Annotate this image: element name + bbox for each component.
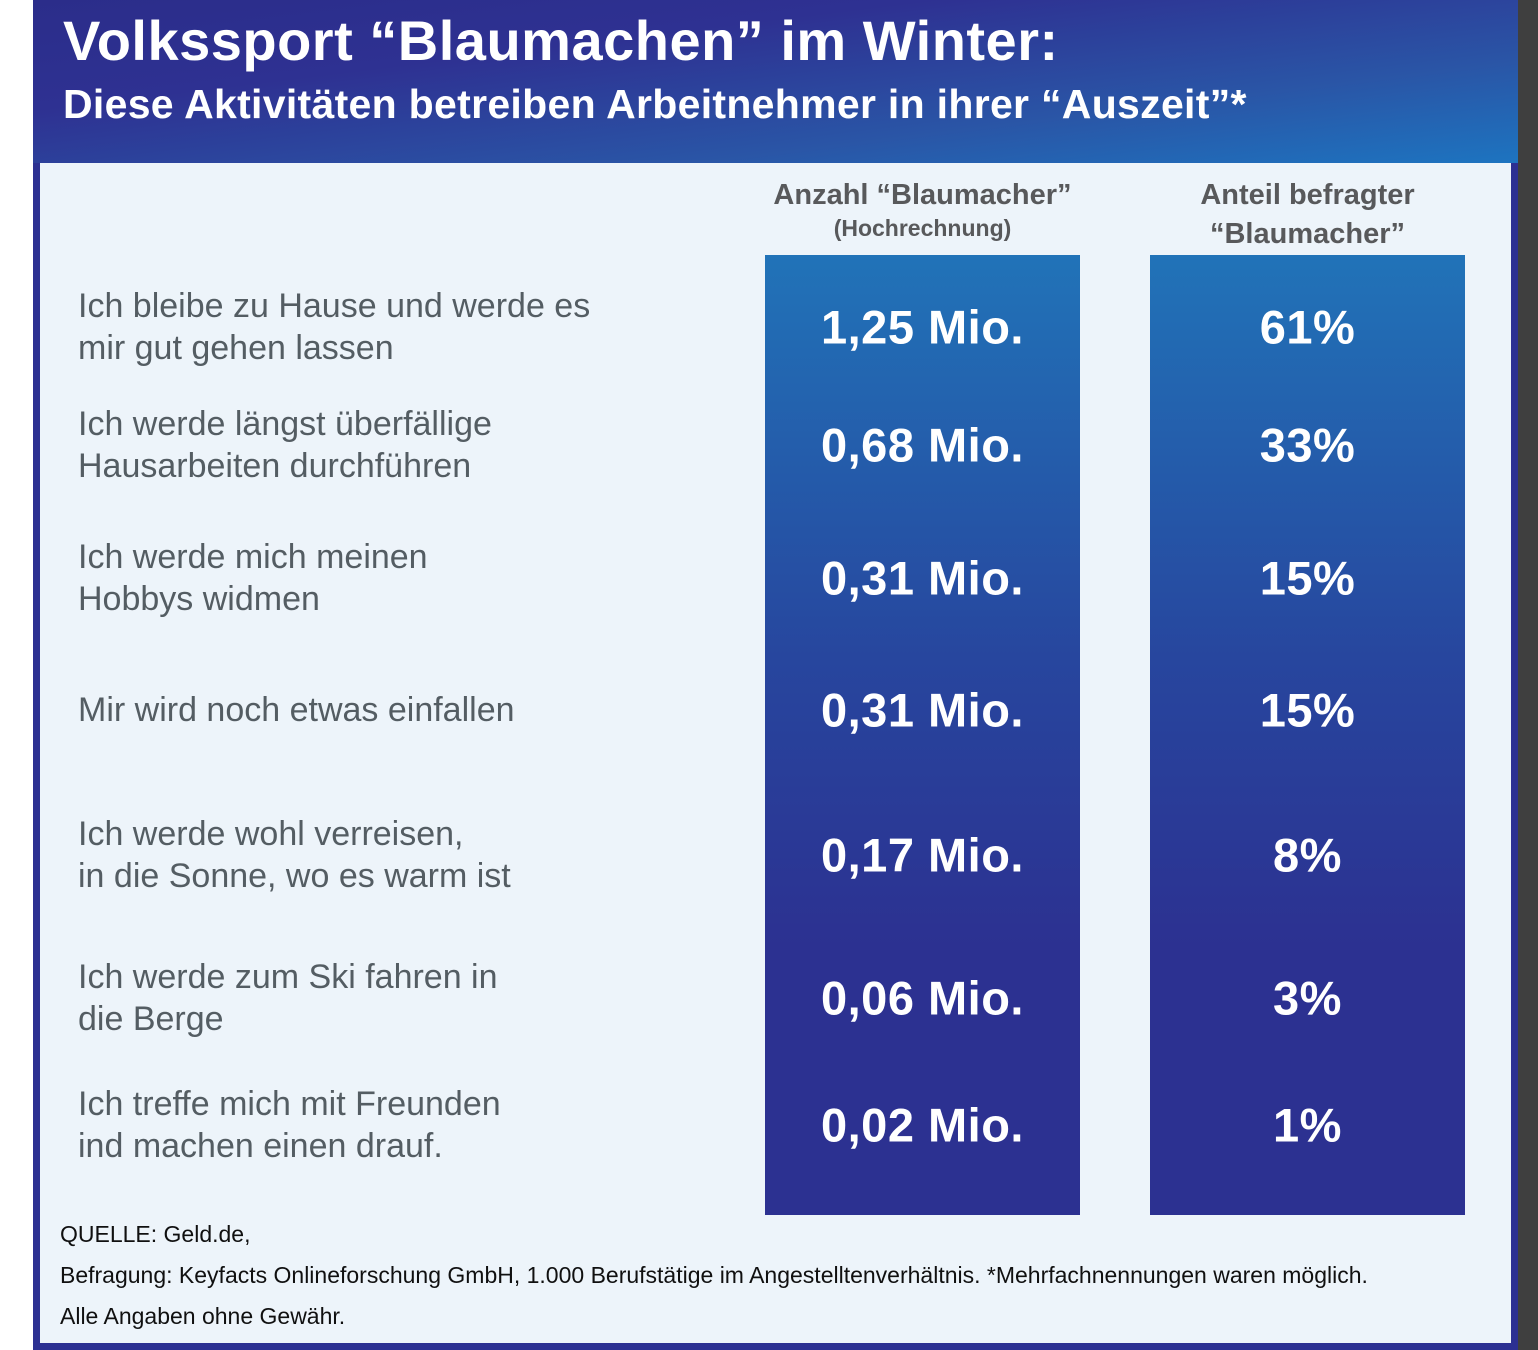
activity-label: Ich werde zum Ski fahren in die Berge xyxy=(78,957,498,1038)
column-header-anzahl-line1: Anzahl “Blaumacher” xyxy=(773,179,1072,211)
activity-label: Mir wird noch etwas einfallen xyxy=(78,690,515,729)
anteil-value: 3% xyxy=(1273,971,1342,1025)
column-header-anteil-line1: Anteil befragter xyxy=(1200,179,1415,211)
activity-label: Ich treffe mich mit Freunden ind machen … xyxy=(78,1084,501,1165)
content-panel: Anzahl “Blaumacher” (Hochrechnung) Antei… xyxy=(33,163,1518,1350)
anzahl-column-bar xyxy=(765,255,1080,1215)
source-line: QUELLE: Geld.de, xyxy=(60,1221,251,1247)
page-subtitle: Diese Aktivitäten betreiben Arbeitnehmer… xyxy=(63,80,1247,127)
anzahl-value: 0,17 Mio. xyxy=(820,828,1024,882)
right-edge-strip xyxy=(1518,0,1538,1350)
table-row: Mir wird noch etwas einfallen 0,31 Mio. … xyxy=(40,645,1511,775)
anzahl-value: 1,25 Mio. xyxy=(820,300,1024,354)
activity-label: Ich werde wohl verreisen, in die Sonne, … xyxy=(78,814,511,895)
column-header-anzahl: Anzahl “Blaumacher” (Hochrechnung) xyxy=(765,179,1080,242)
header-banner: Volkssport “Blaumachen” im Winter: Diese… xyxy=(33,0,1518,163)
anteil-value: 15% xyxy=(1259,683,1356,737)
activity-label: Ich werde mich meinen Hobbys widmen xyxy=(78,537,428,618)
table-row: Ich treffe mich mit Freunden ind machen … xyxy=(40,1060,1511,1190)
anteil-value: 1% xyxy=(1273,1098,1342,1152)
disclaimer-line: Alle Angaben ohne Gewähr. xyxy=(60,1303,346,1329)
table-row: Ich werde mich meinen Hobbys widmen 0,31… xyxy=(40,513,1511,643)
page-title: Volkssport “Blaumachen” im Winter: xyxy=(63,9,1059,72)
survey-line: Befragung: Keyfacts Onlineforschung GmbH… xyxy=(60,1262,1368,1288)
source-notes: QUELLE: Geld.de, Befragung: Keyfacts Onl… xyxy=(60,1221,1480,1344)
anzahl-value: 0,31 Mio. xyxy=(820,683,1024,737)
activity-label: Ich werde längst überfällige Hausarbeite… xyxy=(78,404,492,485)
anteil-value: 33% xyxy=(1259,418,1356,472)
anzahl-value: 0,02 Mio. xyxy=(820,1098,1024,1152)
anzahl-value: 0,31 Mio. xyxy=(820,551,1024,605)
anteil-value: 15% xyxy=(1259,551,1356,605)
column-header-anteil: Anteil befragter “Blaumacher” xyxy=(1150,179,1465,251)
anzahl-value: 0,06 Mio. xyxy=(820,971,1024,1025)
anteil-column-bar xyxy=(1150,255,1465,1215)
table-row: Ich werde wohl verreisen, in die Sonne, … xyxy=(40,790,1511,920)
table-row: Ich werde zum Ski fahren in die Berge 0,… xyxy=(40,933,1511,1063)
activity-label: Ich bleibe zu Hause und werde es mir gut… xyxy=(78,286,591,367)
anteil-value: 8% xyxy=(1273,828,1342,882)
column-header-anteil-line2: “Blaumacher” xyxy=(1209,218,1405,250)
table-row: Ich bleibe zu Hause und werde es mir gut… xyxy=(40,262,1511,392)
anteil-value: 61% xyxy=(1259,300,1356,354)
table-row: Ich werde längst überfällige Hausarbeite… xyxy=(40,380,1511,510)
column-header-anzahl-line2: (Hochrechnung) xyxy=(833,215,1012,241)
anzahl-value: 0,68 Mio. xyxy=(820,418,1024,472)
